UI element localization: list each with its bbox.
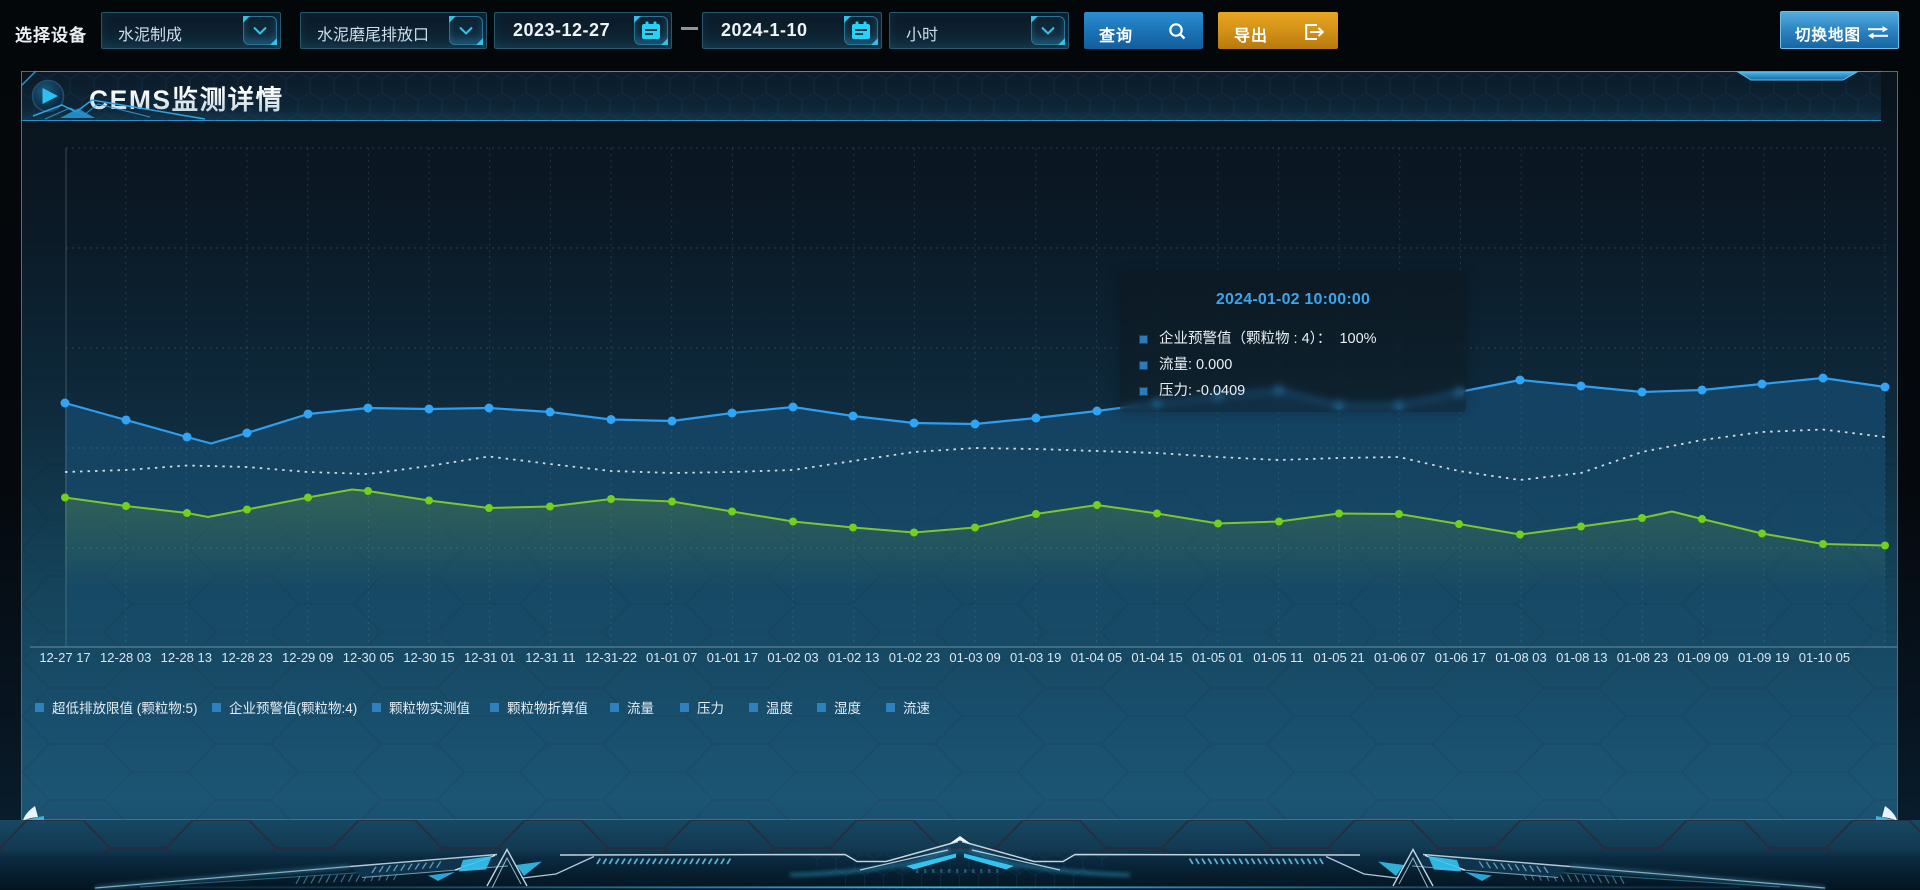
svg-text:01-04 15: 01-04 15: [1131, 650, 1182, 665]
svg-text:01-08 03: 01-08 03: [1495, 650, 1546, 665]
svg-text:01-02 23: 01-02 23: [889, 650, 940, 665]
svg-text:12-28 23: 12-28 23: [221, 650, 272, 665]
svg-text:12-27 17: 12-27 17: [39, 650, 90, 665]
svg-text:01-09 19: 01-09 19: [1738, 650, 1789, 665]
svg-text:01-06 17: 01-06 17: [1435, 650, 1486, 665]
svg-text:01-05 21: 01-05 21: [1313, 650, 1364, 665]
svg-text:01-05 11: 01-05 11: [1253, 650, 1303, 665]
svg-text:01-02 03: 01-02 03: [767, 650, 818, 665]
svg-text:01-03 09: 01-03 09: [949, 650, 1000, 665]
svg-text:12-30 15: 12-30 15: [403, 650, 454, 665]
svg-text:12-29 09: 12-29 09: [282, 650, 333, 665]
svg-text:01-08 13: 01-08 13: [1556, 650, 1607, 665]
svg-text:01-01 17: 01-01 17: [707, 650, 758, 665]
svg-text:12-31 11: 12-31 11: [525, 650, 575, 665]
svg-text:12-28 13: 12-28 13: [161, 650, 212, 665]
svg-text:01-06 07: 01-06 07: [1374, 650, 1425, 665]
svg-text:01-08 23: 01-08 23: [1617, 650, 1668, 665]
svg-text:01-09 09: 01-09 09: [1677, 650, 1728, 665]
svg-text:12-30 05: 12-30 05: [343, 650, 394, 665]
svg-text:12-28 03: 12-28 03: [100, 650, 151, 665]
svg-text:01-02 13: 01-02 13: [828, 650, 879, 665]
svg-text:01-04 05: 01-04 05: [1071, 650, 1122, 665]
svg-text:01-03 19: 01-03 19: [1010, 650, 1061, 665]
svg-text:12-31 01: 12-31 01: [464, 650, 515, 665]
svg-text:01-10 05: 01-10 05: [1799, 650, 1850, 665]
svg-text:12-31-22: 12-31-22: [585, 650, 637, 665]
svg-text:01-01 07: 01-01 07: [646, 650, 697, 665]
svg-text:01-05 01: 01-05 01: [1192, 650, 1243, 665]
